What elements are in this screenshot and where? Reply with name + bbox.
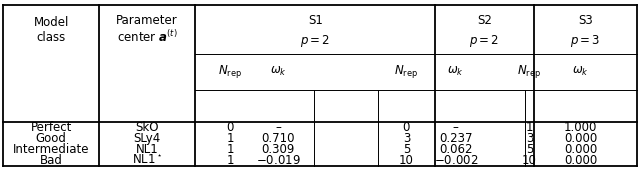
Text: 3: 3 — [525, 132, 533, 145]
Text: $p = 2$: $p = 2$ — [300, 33, 330, 49]
Text: 10: 10 — [522, 154, 537, 167]
Text: Intermediate: Intermediate — [13, 143, 90, 156]
Text: $-$0.002: $-$0.002 — [434, 154, 478, 167]
Text: 3: 3 — [403, 132, 410, 145]
Text: NL1$^\star$: NL1$^\star$ — [132, 153, 163, 167]
Text: $N_{\mathrm{rep}}$: $N_{\mathrm{rep}}$ — [218, 63, 243, 80]
Text: Good: Good — [36, 132, 67, 145]
Text: 0: 0 — [227, 121, 234, 134]
Text: 0.710: 0.710 — [262, 132, 295, 145]
Text: S2: S2 — [477, 14, 492, 27]
Text: 10: 10 — [399, 154, 414, 167]
Text: $\omega_k$: $\omega_k$ — [270, 65, 287, 78]
Text: SkO: SkO — [136, 121, 159, 134]
Text: SLy4: SLy4 — [134, 132, 161, 145]
Text: S1: S1 — [308, 14, 323, 27]
Text: Model
class: Model class — [33, 16, 69, 44]
Text: $N_{\mathrm{rep}}$: $N_{\mathrm{rep}}$ — [394, 63, 419, 80]
Text: $p = 3$: $p = 3$ — [570, 33, 600, 49]
Text: $-$0.019: $-$0.019 — [256, 154, 301, 167]
Text: 0.000: 0.000 — [564, 154, 597, 167]
Text: Perfect: Perfect — [31, 121, 72, 134]
Text: 1: 1 — [227, 143, 234, 156]
Text: 1.000: 1.000 — [564, 121, 598, 134]
Text: Bad: Bad — [40, 154, 63, 167]
Text: 5: 5 — [525, 143, 533, 156]
Text: 0.309: 0.309 — [262, 143, 295, 156]
Text: $\omega_k$: $\omega_k$ — [572, 65, 589, 78]
Text: $p = 2$: $p = 2$ — [470, 33, 500, 49]
Text: 1: 1 — [525, 121, 533, 134]
Text: 0.000: 0.000 — [564, 143, 597, 156]
Text: 5: 5 — [403, 143, 410, 156]
Text: 1: 1 — [227, 154, 234, 167]
Text: –: – — [453, 121, 459, 134]
Text: –: – — [275, 121, 282, 134]
Text: $\omega_k$: $\omega_k$ — [447, 65, 464, 78]
Text: NL1: NL1 — [136, 143, 159, 156]
Text: 0.062: 0.062 — [439, 143, 472, 156]
Text: 0.237: 0.237 — [439, 132, 472, 145]
Text: 0.000: 0.000 — [564, 132, 597, 145]
Text: 0: 0 — [403, 121, 410, 134]
Text: S3: S3 — [578, 14, 593, 27]
Text: Parameter
center $\boldsymbol{a}^{(t)}$: Parameter center $\boldsymbol{a}^{(t)}$ — [116, 14, 178, 45]
Text: 1: 1 — [227, 132, 234, 145]
Text: $N_{\mathrm{rep}}$: $N_{\mathrm{rep}}$ — [517, 63, 541, 80]
